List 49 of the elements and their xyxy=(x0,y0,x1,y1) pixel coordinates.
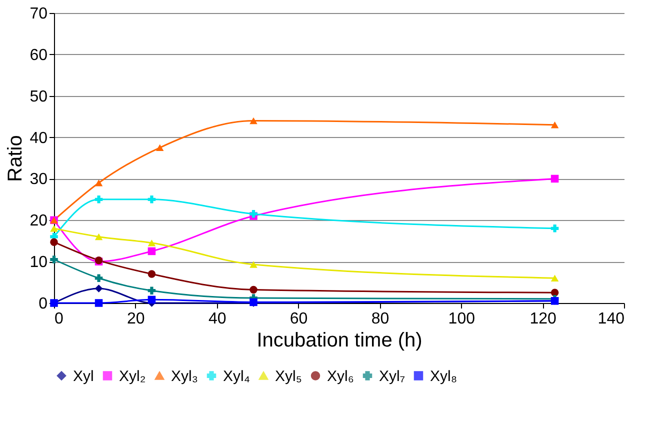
point xyxy=(250,261,258,268)
y-tick-label: 10 xyxy=(30,254,48,272)
point xyxy=(50,256,58,264)
y-tick-label: 70 xyxy=(30,6,48,22)
point xyxy=(550,174,559,183)
point xyxy=(94,299,103,307)
legend-label: Xyl₄ xyxy=(223,368,250,385)
x-tick-label: 140 xyxy=(598,310,625,328)
legend-label: Xyl₈ xyxy=(430,368,458,385)
legend-label: Xyl₃ xyxy=(171,368,198,385)
y-tick-label: 60 xyxy=(30,46,48,64)
y-tick-label: 30 xyxy=(30,171,48,188)
point xyxy=(94,196,103,204)
point xyxy=(148,296,156,304)
point xyxy=(156,144,164,151)
y-axis-title: Ratio xyxy=(4,135,27,182)
x-axis-title: Incubation time (h) xyxy=(256,330,422,352)
legend-label: Xyl₂ xyxy=(119,368,146,385)
point xyxy=(94,233,103,240)
point xyxy=(94,274,103,282)
y-tick-label: 0 xyxy=(38,296,48,312)
point xyxy=(50,238,58,246)
point xyxy=(250,117,258,124)
point xyxy=(94,180,103,186)
point xyxy=(148,270,156,278)
point xyxy=(550,274,559,282)
y-tick-label: 40 xyxy=(30,130,48,147)
point xyxy=(550,224,559,232)
y-tick-label: 50 xyxy=(30,88,48,106)
x-tick-label: 80 xyxy=(371,310,390,328)
x-tick-label: 20 xyxy=(127,310,145,328)
x-tick-label: 120 xyxy=(530,310,557,328)
point xyxy=(148,240,156,246)
x-tick-label: 60 xyxy=(290,310,308,328)
point xyxy=(94,284,103,292)
x-tick-label: 40 xyxy=(208,310,226,328)
legend-label: Xyl₆ xyxy=(327,368,354,385)
point xyxy=(148,247,156,256)
y-tick-label: 20 xyxy=(30,212,48,230)
point xyxy=(550,122,559,128)
x-tick-label: 100 xyxy=(448,310,476,328)
point xyxy=(148,196,156,204)
point xyxy=(50,225,58,232)
legend-label: Xyl₅ xyxy=(275,368,302,385)
legend-label: Xyl₇ xyxy=(379,368,405,385)
point xyxy=(148,286,156,294)
x-tick-label: 0 xyxy=(54,310,64,328)
legend-label: Xyl xyxy=(73,368,94,385)
point xyxy=(250,286,258,294)
